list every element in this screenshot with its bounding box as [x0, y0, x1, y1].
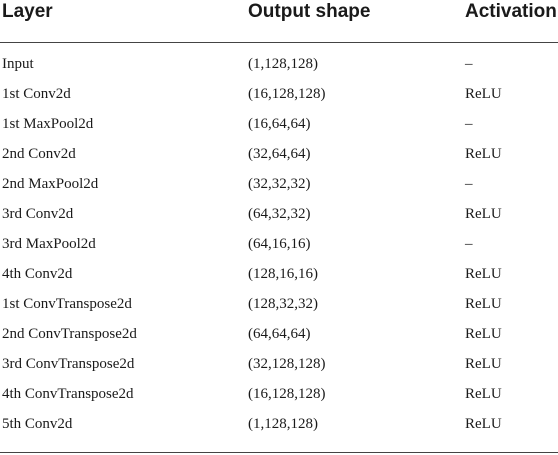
activation-cell: –: [465, 176, 473, 192]
table-row: 4th ConvTranspose2d (16,128,128) ReLU: [0, 382, 558, 412]
layer-cell: 3rd ConvTranspose2d: [2, 356, 135, 372]
output-shape-cell: (16,128,128): [248, 386, 326, 402]
layer-cell: 1st Conv2d: [2, 86, 71, 102]
header-activation: Activation: [465, 1, 557, 22]
output-shape-cell: (32,64,64): [248, 146, 311, 162]
table-row: 2nd Conv2d (32,64,64) ReLU: [0, 142, 558, 172]
table-row: 4th Conv2d (128,16,16) ReLU: [0, 262, 558, 292]
layer-cell: 1st ConvTranspose2d: [2, 296, 132, 312]
activation-cell: ReLU: [465, 386, 502, 402]
table-row: 2nd MaxPool2d (32,32,32) –: [0, 172, 558, 202]
layer-cell: 3rd MaxPool2d: [2, 236, 96, 252]
table-row: Input (1,128,128) –: [0, 52, 558, 82]
table-header: Layer Output shape Activation: [0, 0, 558, 42]
activation-cell: ReLU: [465, 356, 502, 372]
output-shape-cell: (32,32,32): [248, 176, 311, 192]
output-shape-cell: (64,32,32): [248, 206, 311, 222]
activation-cell: –: [465, 116, 473, 132]
output-shape-cell: (32,128,128): [248, 356, 326, 372]
header-output-shape: Output shape: [248, 1, 371, 22]
output-shape-cell: (64,16,16): [248, 236, 311, 252]
output-shape-cell: (128,32,32): [248, 296, 318, 312]
layer-cell: 4th ConvTranspose2d: [2, 386, 134, 402]
table-row: 1st Conv2d (16,128,128) ReLU: [0, 82, 558, 112]
activation-cell: ReLU: [465, 206, 502, 222]
output-shape-cell: (16,128,128): [248, 86, 326, 102]
table-bottom-rule: [0, 452, 558, 453]
table-row: 3rd Conv2d (64,32,32) ReLU: [0, 202, 558, 232]
activation-cell: –: [465, 56, 473, 72]
activation-cell: ReLU: [465, 266, 502, 282]
activation-cell: ReLU: [465, 86, 502, 102]
layer-cell: 4th Conv2d: [2, 266, 73, 282]
activation-cell: ReLU: [465, 326, 502, 342]
table-row: 3rd MaxPool2d (64,16,16) –: [0, 232, 558, 262]
layer-cell: 1st MaxPool2d: [2, 116, 94, 132]
output-shape-cell: (16,64,64): [248, 116, 311, 132]
table-row: 1st ConvTranspose2d (128,32,32) ReLU: [0, 292, 558, 322]
table-row: 2nd ConvTranspose2d (64,64,64) ReLU: [0, 322, 558, 352]
layer-cell: 3rd Conv2d: [2, 206, 74, 222]
output-shape-cell: (1,128,128): [248, 56, 318, 72]
activation-cell: ReLU: [465, 296, 502, 312]
layer-cell: Input: [2, 56, 34, 72]
table-row: 3rd ConvTranspose2d (32,128,128) ReLU: [0, 352, 558, 382]
header-rule: [0, 42, 558, 43]
output-shape-cell: (1,128,128): [248, 416, 318, 432]
activation-cell: ReLU: [465, 416, 502, 432]
output-shape-cell: (64,64,64): [248, 326, 311, 342]
table-row: 1st MaxPool2d (16,64,64) –: [0, 112, 558, 142]
layer-cell: 5th Conv2d: [2, 416, 73, 432]
layer-cell: 2nd MaxPool2d: [2, 176, 99, 192]
activation-cell: ReLU: [465, 146, 502, 162]
layer-cell: 2nd ConvTranspose2d: [2, 326, 137, 342]
output-shape-cell: (128,16,16): [248, 266, 318, 282]
activation-cell: –: [465, 236, 473, 252]
layer-cell: 2nd Conv2d: [2, 146, 76, 162]
table-body: Input (1,128,128) – 1st Conv2d (16,128,1…: [0, 52, 558, 442]
header-layer: Layer: [2, 1, 53, 22]
table-row: 5th Conv2d (1,128,128) ReLU: [0, 412, 558, 442]
